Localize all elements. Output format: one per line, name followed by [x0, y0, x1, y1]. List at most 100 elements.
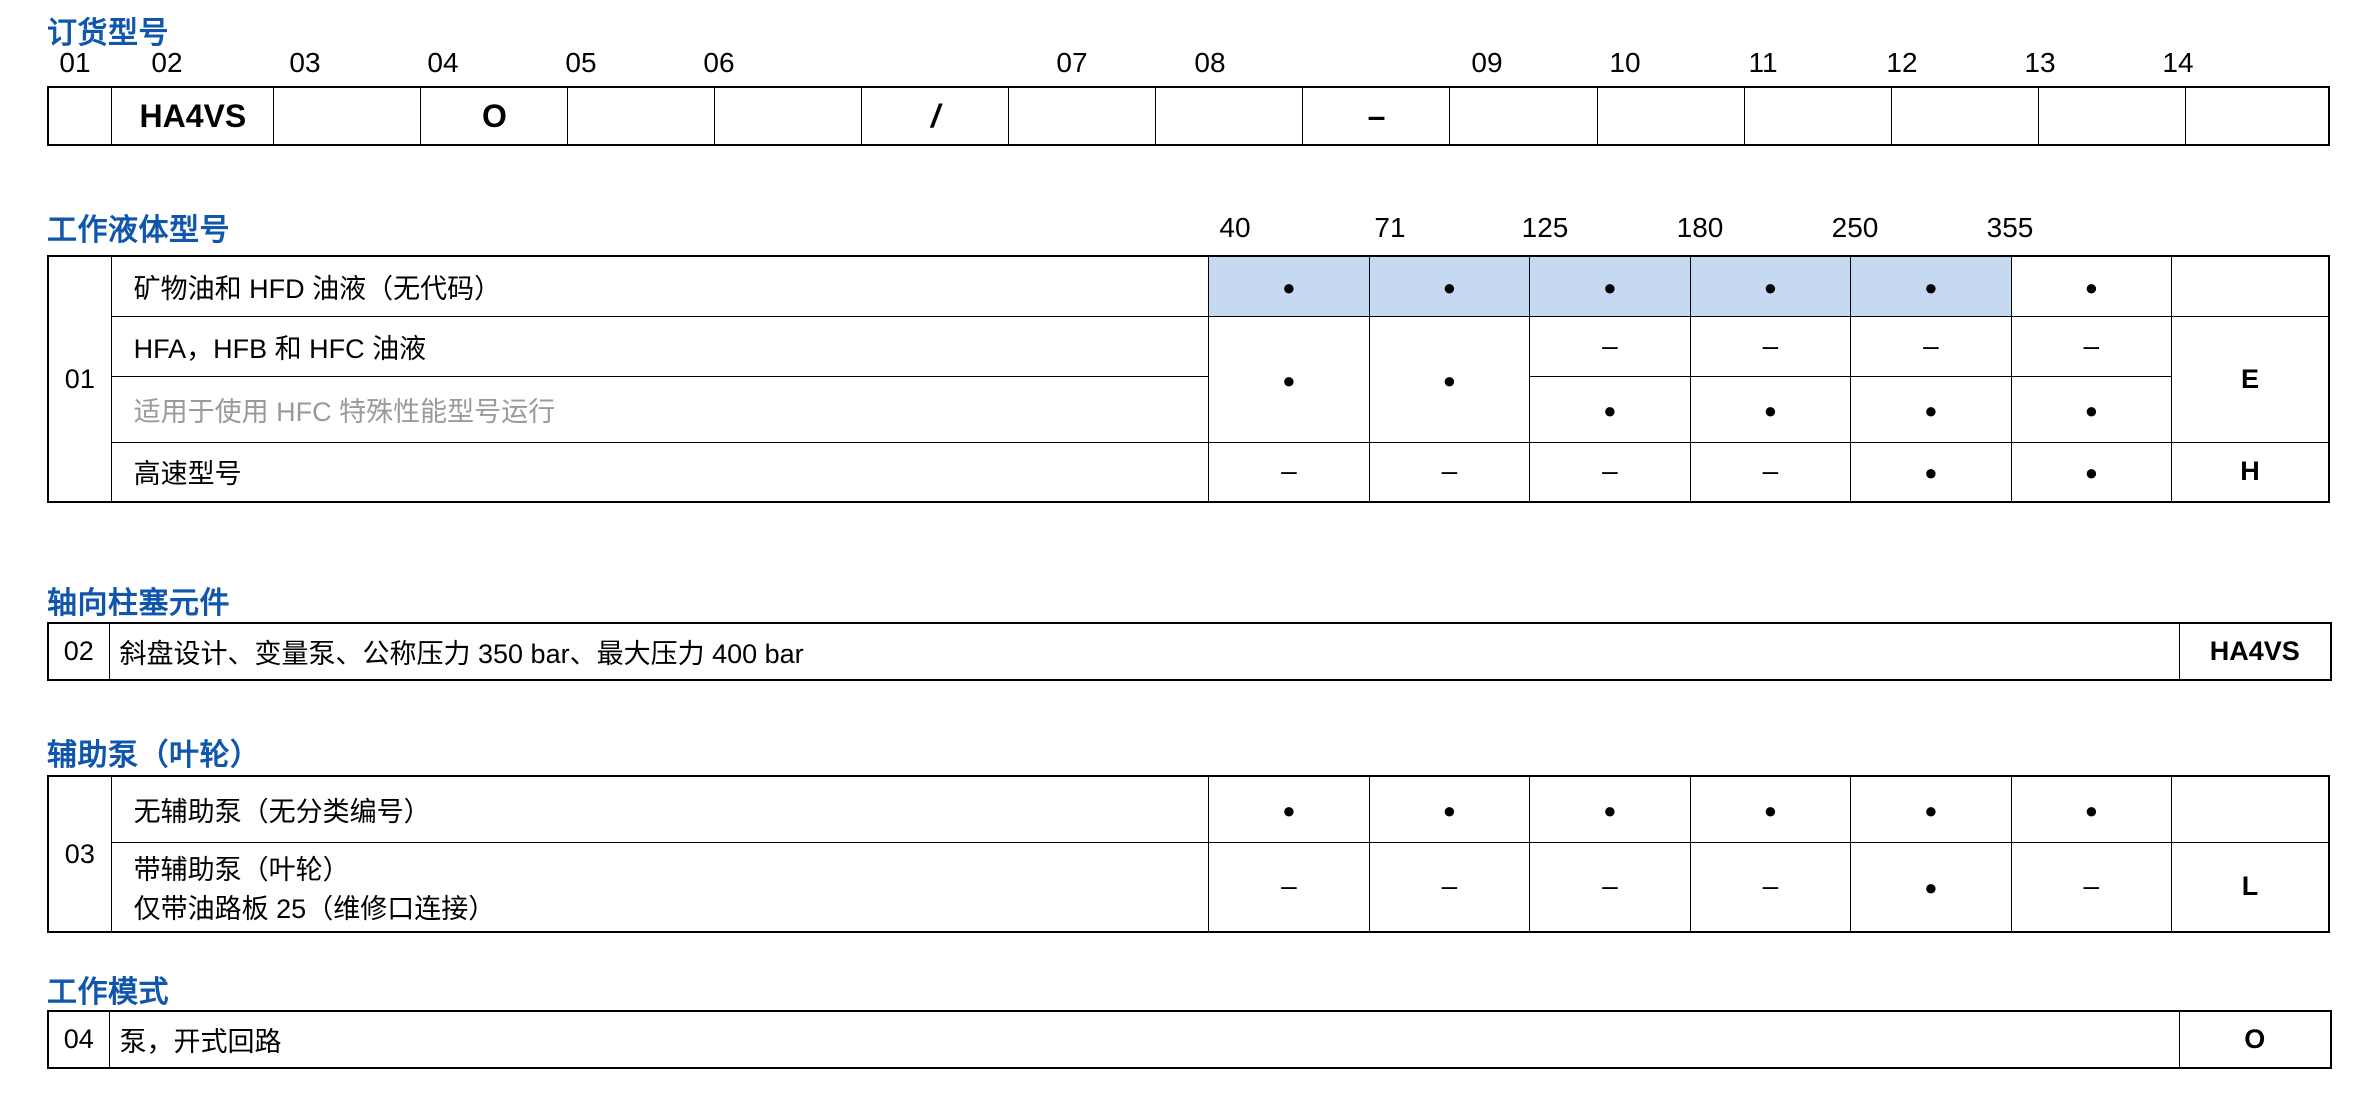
dot-icon	[1764, 394, 1777, 424]
fluid-mark-3-40	[1208, 441, 1370, 503]
order-code-cell-8[interactable]	[1155, 86, 1304, 146]
position-label-10: 10	[1609, 47, 1641, 78]
dot-icon	[1282, 271, 1295, 301]
aux-pump-row-label-0: 无辅助泵（无分类编号）	[110, 775, 1210, 843]
dot-icon	[1764, 794, 1777, 824]
order-code-cell-dash[interactable]: –	[1302, 86, 1451, 146]
aux-mark-0-180	[1689, 775, 1852, 843]
position-label-05: 05	[565, 47, 597, 78]
fluid-index: 01	[47, 255, 112, 503]
table-row: HFA，HFB 和 HFC 油液 E	[48, 315, 2330, 443]
fluid-mark-0-71	[1368, 255, 1531, 317]
dot-icon	[1603, 271, 1616, 301]
table-row: 高速型号 H	[48, 441, 2330, 503]
axial-piston-table: 02 斜盘设计、变量泵、公称压力 350 bar、最大压力 400 bar HA…	[47, 622, 2332, 681]
order-code-cell-12[interactable]	[1743, 86, 1892, 146]
position-label-01: 01	[59, 47, 91, 78]
position-label-09: 09	[1471, 47, 1503, 78]
dot-icon	[1282, 794, 1295, 824]
table-row: 01 矿物油和 HFD 油液（无代码）	[47, 255, 2330, 503]
order-code-cell-14[interactable]	[2037, 86, 2186, 146]
dash-icon	[1602, 456, 1618, 486]
order-code-cell-model[interactable]: HA4VS	[111, 86, 275, 146]
size-label-180: 180	[1676, 212, 1724, 243]
position-label-06: 06	[703, 47, 735, 78]
order-code-cell-11[interactable]	[1596, 86, 1745, 146]
dot-icon	[2085, 794, 2098, 824]
aux-mark-1-355	[2010, 841, 2173, 933]
aux-mark-1-40	[1208, 841, 1370, 933]
dot-icon	[1443, 794, 1456, 824]
order-code-cell-15[interactable]	[2184, 86, 2330, 146]
fluid-mark-0-125	[1529, 255, 1691, 317]
dash-icon	[1923, 331, 1939, 361]
fluid-mark-3-71	[1368, 441, 1531, 503]
fluid-type-table: 01 矿物油和 HFD 油液（无代码） HFA，HFB 和 HFC 油液 E 适…	[47, 255, 2330, 503]
position-label-03: 03	[289, 47, 321, 78]
aux-pump-code-1: L	[2171, 841, 2330, 933]
position-label-02: 02	[151, 47, 183, 78]
order-code-cell-10[interactable]	[1449, 86, 1598, 146]
dot-icon	[1443, 271, 1456, 301]
aux-mark-0-250	[1850, 775, 2012, 843]
order-code-cell-4[interactable]	[567, 86, 716, 146]
order-code-cell-slash[interactable]: /	[861, 86, 1010, 146]
dot-icon	[1924, 271, 1937, 301]
order-code-cell-mode[interactable]: O	[420, 86, 569, 146]
work-mode-code: O	[2178, 1010, 2332, 1069]
dot-icon	[1924, 871, 1937, 901]
position-label-11: 11	[1748, 47, 1778, 78]
fluid-mark-0-40	[1208, 255, 1370, 317]
order-code-cell-7[interactable]	[1008, 86, 1157, 146]
order-code-cell-5[interactable]	[714, 86, 863, 146]
fluid-mark-1-71	[1368, 315, 1531, 443]
dot-icon	[2085, 394, 2098, 424]
dash-icon	[1281, 456, 1297, 486]
fluid-row-label-0: 矿物油和 HFD 油液（无代码）	[110, 255, 1210, 317]
axial-piston-code: HA4VS	[2178, 622, 2332, 681]
fluid-mark-3-250	[1850, 441, 2012, 503]
size-label-125: 125	[1521, 212, 1569, 243]
dash-icon	[2084, 871, 2100, 901]
dot-icon	[2085, 271, 2098, 301]
order-code-cell-0[interactable]	[47, 86, 113, 146]
aux-pump-row-label-1: 带辅助泵（叶轮） 仅带油路板 25（维修口连接）	[110, 841, 1210, 933]
fluid-mark-1-250	[1850, 315, 2012, 377]
aux-mark-1-250	[1850, 841, 2012, 933]
position-label-04: 04	[427, 47, 459, 78]
aux-mark-1-71	[1368, 841, 1531, 933]
fluid-mark-2-180	[1689, 375, 1852, 443]
table-row: 04 泵，开式回路 O	[47, 1010, 2332, 1069]
aux-mark-0-125	[1529, 775, 1691, 843]
aux-pump-label-line-1: 带辅助泵（叶轮）	[133, 854, 350, 885]
aux-pump-label-line-2: 仅带油路板 25（维修口连接）	[133, 893, 496, 924]
dash-icon	[1442, 871, 1458, 901]
table-row: 带辅助泵（叶轮） 仅带油路板 25（维修口连接） L	[48, 841, 2330, 933]
aux-pump-index: 03	[47, 775, 112, 933]
section-heading-work-mode: 工作模式	[47, 976, 169, 1009]
fluid-mark-0-355	[2010, 255, 2173, 317]
dash-icon	[1281, 871, 1297, 901]
position-label-13: 13	[2024, 47, 2056, 78]
dot-icon	[1603, 794, 1616, 824]
fluid-mark-1-40	[1208, 315, 1370, 443]
position-label-12: 12	[1886, 47, 1918, 78]
position-label-08: 08	[1194, 47, 1226, 78]
order-code-cell-2[interactable]	[273, 86, 422, 146]
axial-piston-index: 02	[47, 622, 110, 681]
fluid-mark-0-250	[1850, 255, 2012, 317]
table-row: 适用于使用 HFC 特殊性能型号运行	[48, 375, 2329, 443]
fluid-mark-3-125	[1529, 441, 1691, 503]
aux-mark-0-71	[1368, 775, 1531, 843]
position-label-07: 07	[1056, 47, 1088, 78]
fluid-mark-3-355	[2010, 441, 2173, 503]
aux-mark-1-125	[1529, 841, 1691, 933]
order-code-cell-13[interactable]	[1890, 86, 2039, 146]
order-code-position-labels: 01 02 03 04 05 06 07 08 09 10 11 12 13 1…	[47, 47, 2330, 83]
dash-icon	[1763, 871, 1779, 901]
fluid-size-header: 40 71 125 180 250 355	[1157, 212, 2330, 246]
dot-icon	[1924, 456, 1937, 486]
dash-icon	[1602, 871, 1618, 901]
fluid-code-3: H	[2171, 441, 2330, 503]
